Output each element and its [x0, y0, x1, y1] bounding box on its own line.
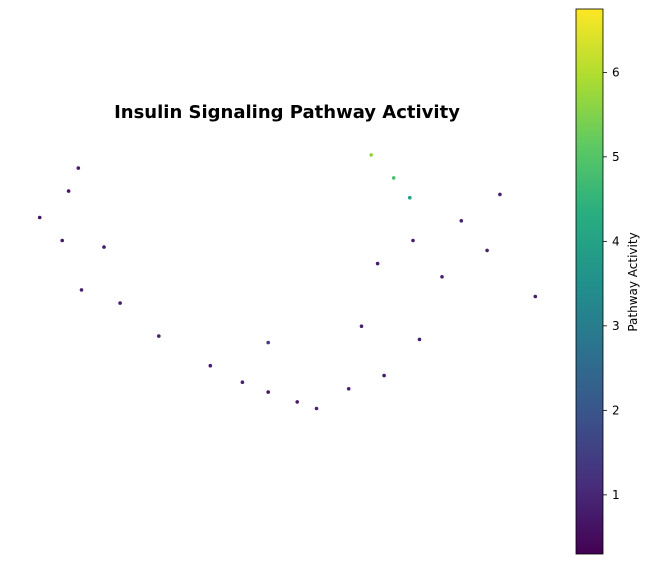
colorbar-tick-label: 6 — [612, 65, 620, 79]
colorbar-tick-label: 1 — [612, 488, 620, 502]
data-point — [440, 275, 444, 279]
data-point — [266, 390, 271, 394]
data-point — [76, 166, 81, 170]
colorbar-tick-label: 4 — [612, 234, 620, 248]
data-point — [369, 153, 374, 157]
data-point — [346, 387, 351, 391]
data-point — [498, 192, 502, 197]
data-point — [459, 219, 464, 223]
data-point — [66, 189, 71, 193]
data-point — [533, 294, 538, 299]
data-point — [266, 340, 271, 345]
data-point — [375, 261, 380, 266]
data-point — [37, 215, 42, 220]
data-point — [60, 238, 64, 243]
data-point — [102, 245, 106, 249]
data-point — [359, 324, 364, 329]
data-point — [382, 373, 386, 378]
data-point — [157, 334, 161, 338]
data-point — [118, 301, 122, 305]
colorbar — [575, 8, 604, 555]
data-point — [408, 195, 412, 200]
data-point — [295, 400, 300, 404]
data-point — [485, 248, 489, 253]
colorbar-tick-label: 5 — [612, 150, 620, 164]
data-point — [411, 238, 415, 243]
data-point — [208, 363, 213, 368]
data-point — [417, 337, 422, 342]
colorbar-tick-label: 2 — [612, 403, 620, 417]
scatter-plot-area — [37, 153, 538, 411]
data-point — [391, 176, 396, 180]
colorbar-axis: 1 2 3 4 5 6 — [603, 65, 620, 502]
colorbar-label: Pathway Activity — [626, 232, 640, 331]
chart-title: Insulin Signaling Pathway Activity — [114, 102, 460, 123]
colorbar-tick-label: 3 — [612, 319, 620, 333]
data-point — [79, 288, 84, 292]
data-point — [240, 380, 245, 385]
data-point — [314, 406, 319, 411]
